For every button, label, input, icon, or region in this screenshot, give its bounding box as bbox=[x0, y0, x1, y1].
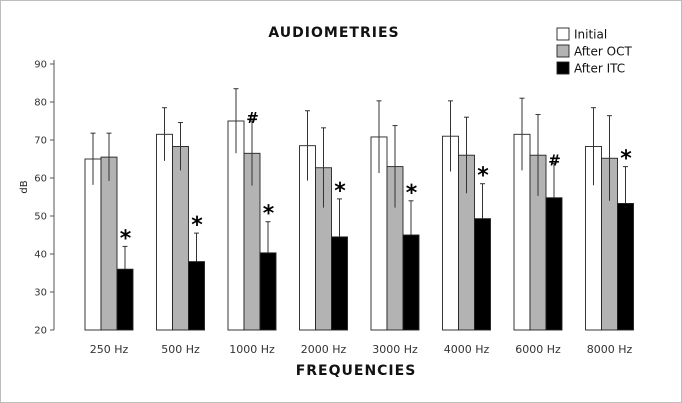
y-tick-label: 90 bbox=[34, 60, 47, 71]
legend-swatch-after-oct bbox=[556, 44, 570, 58]
bar-after-itc-6000hz bbox=[545, 197, 563, 331]
hash-marker: # bbox=[246, 109, 259, 127]
y-tick-label: 30 bbox=[34, 288, 47, 299]
bars-layer bbox=[84, 120, 634, 331]
x-axis-label: FREQUENCIES bbox=[296, 363, 417, 379]
y-axis-label: dB bbox=[19, 180, 30, 193]
y-tick-label: 50 bbox=[34, 212, 47, 223]
bar-after-itc-250hz bbox=[116, 268, 134, 331]
asterisk-marker: * bbox=[477, 164, 489, 189]
bar-after-itc-4000hz bbox=[474, 218, 491, 331]
significance-markers-layer: * * # * * * * # * bbox=[120, 109, 633, 251]
bar-after-itc-1000hz bbox=[259, 252, 277, 331]
asterisk-marker: * bbox=[120, 226, 132, 251]
bar-after-itc-2000hz bbox=[331, 236, 348, 331]
y-axis: 20 30 40 50 60 70 80 90 bbox=[34, 60, 55, 337]
asterisk-marker: * bbox=[620, 147, 632, 172]
error-bars-layer bbox=[90, 88, 628, 270]
x-tick-label: 4000 Hz bbox=[444, 343, 490, 356]
legend-label: Initial bbox=[574, 28, 607, 42]
y-tick-label: 70 bbox=[34, 136, 47, 147]
chart-title: AUDIOMETRIES bbox=[268, 25, 399, 41]
bar-after-itc-500hz bbox=[188, 261, 205, 331]
x-tick-label: 500 Hz bbox=[161, 343, 200, 356]
category-labels-layer: 250 Hz 500 Hz 1000 Hz 2000 Hz 3000 Hz 4000 Hz… bbox=[90, 343, 633, 356]
asterisk-marker: * bbox=[263, 202, 275, 227]
asterisk-marker: * bbox=[191, 213, 203, 238]
asterisk-marker: * bbox=[334, 179, 346, 204]
x-tick-label: 8000 Hz bbox=[587, 343, 633, 356]
hash-marker: # bbox=[548, 152, 561, 170]
y-tick-label: 40 bbox=[34, 250, 47, 261]
y-tick-label: 20 bbox=[34, 326, 47, 337]
x-tick-label: 6000 Hz bbox=[515, 343, 561, 356]
legend: Initial After OCT After ITC bbox=[556, 27, 632, 76]
x-tick-label: 3000 Hz bbox=[372, 343, 418, 356]
x-tick-label: 2000 Hz bbox=[301, 343, 347, 356]
bar-initial-500hz bbox=[156, 133, 173, 331]
bar-after-oct-500hz bbox=[172, 146, 189, 331]
x-tick-label: 1000 Hz bbox=[229, 343, 275, 356]
y-tick-label: 60 bbox=[34, 174, 47, 185]
bar-after-oct-250hz bbox=[100, 156, 118, 331]
x-tick-label: 250 Hz bbox=[90, 343, 129, 356]
bar-after-itc-3000hz bbox=[402, 234, 420, 331]
legend-label: After OCT bbox=[574, 45, 632, 59]
legend-swatch-after-itc bbox=[556, 61, 570, 75]
bar-after-itc-8000hz bbox=[617, 203, 634, 331]
legend-swatch-initial bbox=[556, 27, 570, 41]
asterisk-marker: * bbox=[406, 181, 418, 206]
y-tick-label: 80 bbox=[34, 98, 47, 109]
legend-label: After ITC bbox=[574, 62, 625, 76]
